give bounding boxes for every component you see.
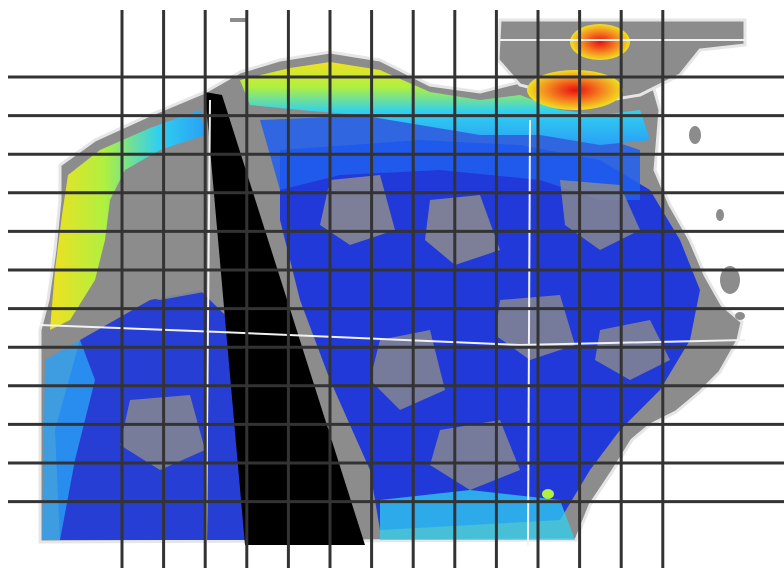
reference-line [527, 119, 531, 546]
reference-line [39, 324, 746, 347]
island [716, 209, 724, 221]
river-plume-north [570, 24, 630, 60]
island [735, 312, 745, 320]
cloud-patch [370, 330, 445, 410]
northern-shelf-band [240, 62, 650, 145]
southwest-light-field [42, 340, 95, 540]
cloud-patch [595, 320, 670, 380]
deep-water-field [260, 115, 640, 200]
chlorophyll-layer [42, 24, 700, 540]
coast-fragment [230, 18, 248, 22]
no-data-swath [205, 92, 365, 545]
bloom-spot [542, 489, 554, 499]
river-plume [527, 70, 623, 110]
grid-overlay [8, 10, 784, 568]
island [720, 266, 740, 294]
western-shelf-band [50, 110, 205, 330]
island [689, 126, 701, 144]
